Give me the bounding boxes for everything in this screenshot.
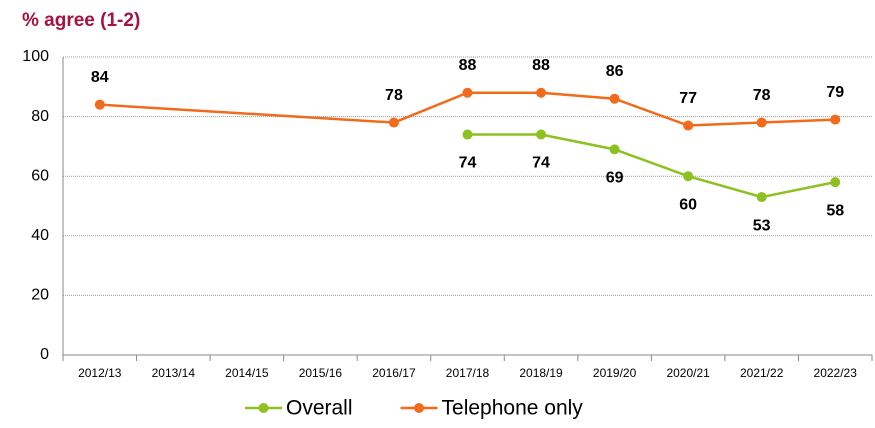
data-label: 53 xyxy=(753,217,771,234)
data-label: 86 xyxy=(606,63,624,80)
point xyxy=(756,117,767,128)
legend-marker xyxy=(414,403,425,413)
data-label: 58 xyxy=(826,202,844,219)
x-tick-label: 2020/21 xyxy=(666,366,710,380)
y-tick-label: 0 xyxy=(40,346,49,363)
data-label: 74 xyxy=(532,155,550,172)
x-tick-label: 2012/13 xyxy=(78,366,122,380)
x-tick-label: 2017/18 xyxy=(446,366,490,380)
data-label: 88 xyxy=(532,57,550,74)
point xyxy=(536,87,547,98)
point xyxy=(94,99,105,110)
data-label: 77 xyxy=(679,90,697,107)
data-label: 74 xyxy=(459,155,477,172)
y-tick-label: 80 xyxy=(31,108,49,125)
chart-title: % agree (1-2) xyxy=(22,10,140,31)
point xyxy=(609,144,620,155)
legend-label: Telephone only xyxy=(442,397,584,420)
point xyxy=(683,120,694,131)
x-tick-label: 2021/22 xyxy=(740,366,784,380)
x-tick-label: 2015/16 xyxy=(299,366,343,380)
point xyxy=(683,171,694,182)
x-tick-label: 2018/19 xyxy=(519,366,563,380)
data-label: 69 xyxy=(606,170,624,187)
point xyxy=(609,93,620,104)
y-tick-label: 40 xyxy=(31,227,49,244)
data-label: 60 xyxy=(679,196,697,213)
series-line xyxy=(467,133,836,199)
x-tick-label: 2019/20 xyxy=(593,366,637,380)
point xyxy=(388,117,399,128)
point xyxy=(756,192,767,203)
x-tick-label: 2013/14 xyxy=(152,366,196,380)
data-label: 88 xyxy=(459,57,477,74)
y-tick-label: 60 xyxy=(31,167,49,184)
point xyxy=(462,129,473,140)
x-tick-label: 2022/23 xyxy=(814,366,858,380)
x-tick-label: 2016/17 xyxy=(372,366,416,380)
data-label: 78 xyxy=(753,87,771,104)
x-tick-label: 2014/15 xyxy=(225,366,269,380)
data-label: 78 xyxy=(385,87,403,104)
point xyxy=(536,129,547,140)
data-label: 79 xyxy=(826,84,844,101)
point xyxy=(462,87,473,98)
y-tick-label: 20 xyxy=(31,287,49,304)
y-tick-label: 100 xyxy=(22,48,49,65)
series-line xyxy=(99,91,836,127)
point xyxy=(830,114,841,125)
legend-marker xyxy=(258,403,269,413)
data-label: 84 xyxy=(91,69,109,86)
legend-label: Overall xyxy=(286,397,353,420)
point xyxy=(830,177,841,188)
